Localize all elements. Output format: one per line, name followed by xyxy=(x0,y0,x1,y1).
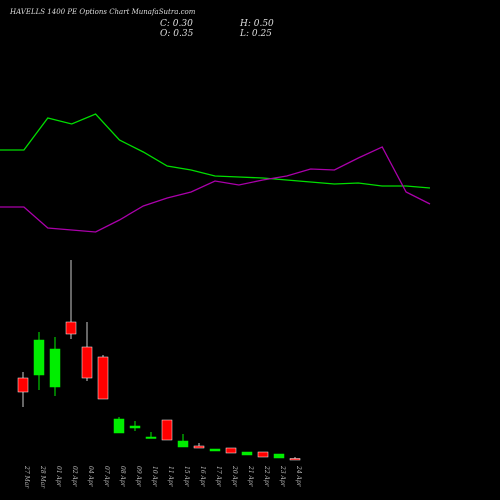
x-tick-label: 23 Apr xyxy=(279,465,286,488)
chart-title: HAVELLS 1400 PE Options Chart MunafaSutr… xyxy=(9,8,196,16)
candle-body xyxy=(129,425,141,429)
candle-body xyxy=(97,356,109,400)
x-tick-label: 04 Apr xyxy=(87,466,94,488)
x-tick-label: 10 Apr xyxy=(151,466,158,488)
high-label: H: 0.50 xyxy=(239,19,274,29)
candle-body xyxy=(289,458,301,461)
x-tick-label: 27 Mar xyxy=(23,465,30,489)
candle-body xyxy=(225,447,237,454)
candle-body xyxy=(241,451,253,456)
candle-body xyxy=(257,451,269,458)
x-tick-label: 28 Mar xyxy=(39,465,46,489)
line-series xyxy=(0,146,431,233)
candle-body xyxy=(193,445,205,449)
x-tick-label: 20 Apr xyxy=(231,465,238,488)
candle-body xyxy=(49,348,61,388)
candle-body xyxy=(273,453,285,459)
x-tick-label: 07 Apr xyxy=(103,466,110,488)
x-tick-label: 24 Apr xyxy=(295,465,302,488)
x-tick-label: 21 Apr xyxy=(247,465,254,488)
candle-body xyxy=(17,377,29,393)
candle-body xyxy=(209,448,221,452)
open-label: O: 0.35 xyxy=(160,29,194,39)
x-tick-label: 22 Apr xyxy=(263,465,270,488)
line-series xyxy=(0,113,431,189)
close-label: C: 0.30 xyxy=(160,19,193,29)
x-tick-label: 01 Apr xyxy=(55,466,62,488)
candle-body xyxy=(113,418,125,434)
x-tick-label: 09 Apr xyxy=(135,466,142,488)
x-tick-label: 15 Apr xyxy=(183,466,190,488)
x-tick-label: 08 Apr xyxy=(119,466,126,488)
x-tick-label: 17 Apr xyxy=(215,466,222,488)
candle-body xyxy=(161,419,173,441)
candle-body xyxy=(177,440,189,448)
x-tick-label: 16 Apr xyxy=(199,466,206,488)
x-tick-label: 11 Apr xyxy=(167,466,174,488)
candle-body xyxy=(33,339,45,376)
candle-body xyxy=(81,346,93,379)
candle-body xyxy=(145,436,157,439)
low-label: L: 0.25 xyxy=(239,29,272,39)
x-tick-label: 02 Apr xyxy=(71,466,78,488)
candle-body xyxy=(65,321,77,335)
